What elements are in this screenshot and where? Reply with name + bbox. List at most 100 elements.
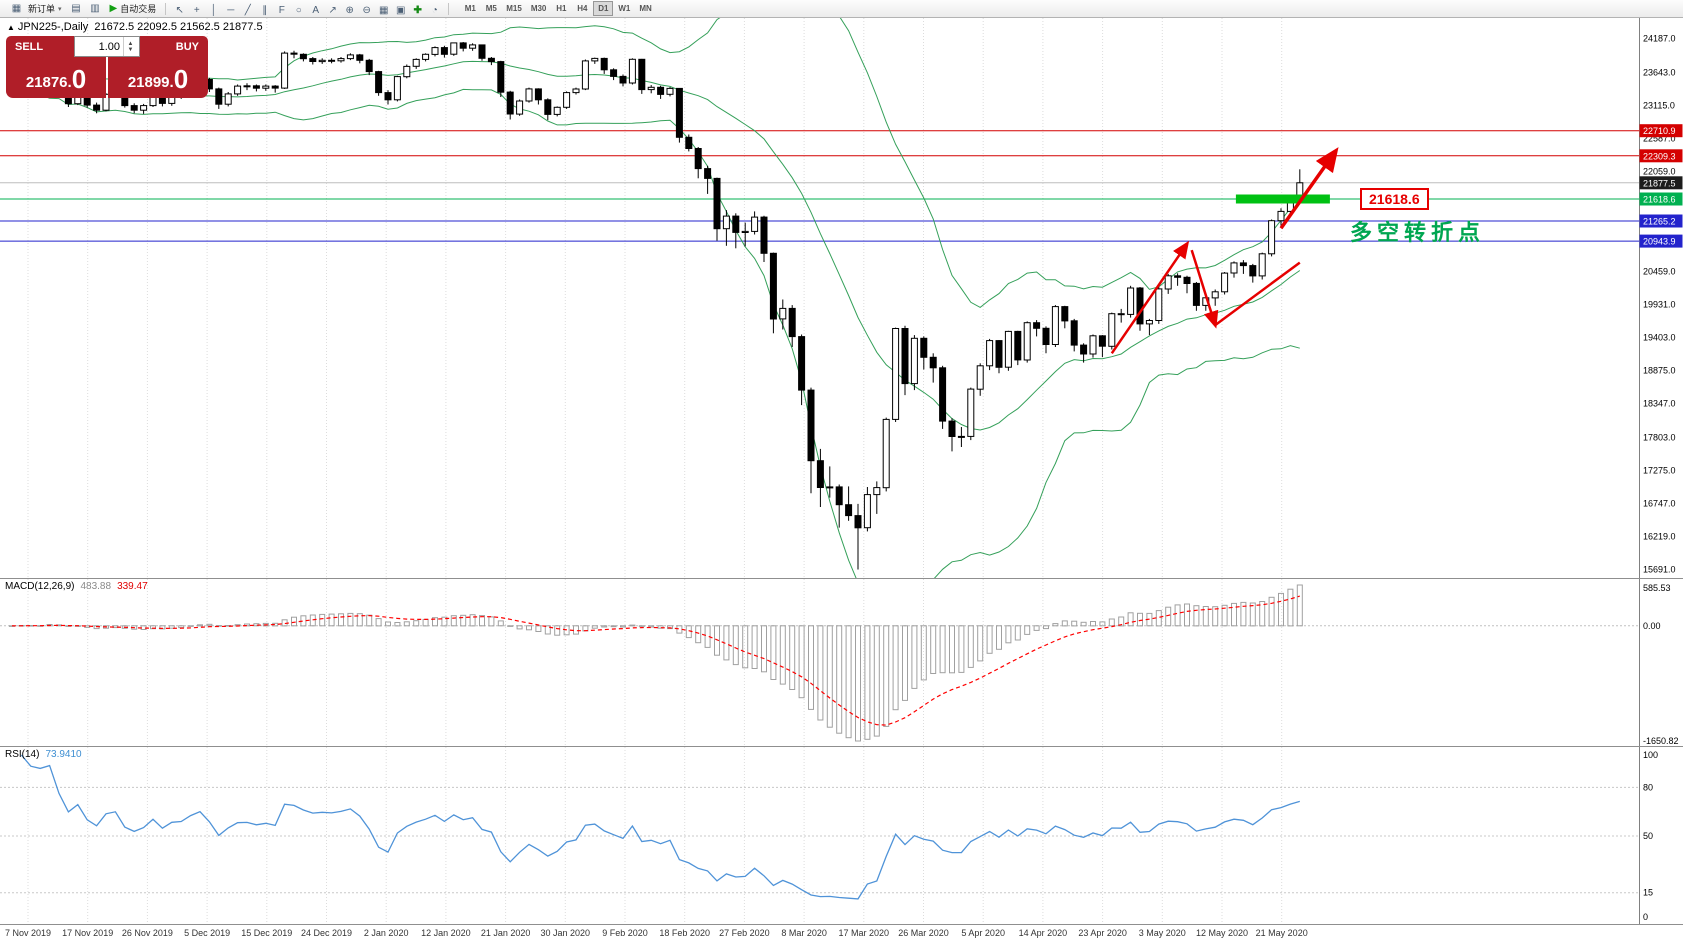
bollinger-bands [11, 18, 1301, 578]
macd-histogram [9, 584, 1303, 742]
trend-arrow[interactable] [1214, 261, 1301, 327]
lot-stepper[interactable]: ▲ ▼ [123, 37, 137, 56]
candles-layer [8, 42, 1304, 570]
svg-text:20943.9: 20943.9 [1643, 237, 1676, 247]
timeframe-h4[interactable]: H4 [577, 4, 588, 13]
svg-text:19931.0: 19931.0 [1643, 299, 1676, 309]
svg-text:19403.0: 19403.0 [1643, 332, 1676, 342]
sell-price: 21876. [25, 74, 72, 91]
svg-text:585.53: 585.53 [1643, 583, 1671, 593]
time-axis[interactable]: 7 Nov 2019 17 Nov 2019 26 Nov 2019 5 Dec 20… [0, 924, 1683, 940]
indicators-icon[interactable]: ✚ [413, 4, 422, 16]
toolbar: ▦ 新订单 ▾ ▤ ▥ ▶ 自动交易 ↖ + │ ─ ╱ ∥ F ○ A ↗ ⊕ ⊖ ▦ ▣ ✚ ◔ M1 M5… [0, 0, 1683, 18]
svg-text:80: 80 [1643, 782, 1653, 792]
price-axis[interactable]: 24187.0 23643.0 23115.0 22587.0 22059.0 20459… [1639, 18, 1683, 578]
timeframe-m15[interactable]: M15 [506, 4, 522, 13]
price-chart[interactable]: 24187.0 23643.0 23115.0 22587.0 22059.0 20459… [0, 18, 1683, 578]
svg-text:17275.0: 17275.0 [1643, 465, 1676, 475]
shapes-icon[interactable]: ○ [295, 4, 302, 16]
timeframe-mn[interactable]: MN [639, 4, 652, 13]
macd-signal-line [12, 595, 1300, 726]
text-tool-icon[interactable]: A [312, 4, 320, 16]
date-label: 26 Mar 2020 [898, 928, 949, 938]
trendline-icon[interactable]: ╱ [244, 4, 251, 16]
autotrading-button[interactable]: ▶ 自动交易 [106, 1, 161, 17]
annotation-text[interactable]: 多空转折点 [1350, 219, 1486, 245]
chevron-down-icon: ▾ [58, 5, 62, 13]
cascade-windows-icon[interactable]: ▣ [396, 4, 406, 16]
zoom-in-icon[interactable]: ⊕ [345, 4, 354, 16]
horizontal-line-icon[interactable]: ─ [227, 4, 235, 16]
svg-text:21618.6: 21618.6 [1643, 195, 1676, 205]
price-tag-label[interactable]: 21618.6 [1360, 187, 1429, 210]
timeframe-w1[interactable]: W1 [618, 4, 631, 13]
svg-text:24187.0: 24187.0 [1643, 33, 1676, 43]
timeframe-buttons: M1 M5 M15 M30 H1 H4 D1 W1 MN [460, 1, 656, 16]
date-label: 7 Nov 2019 [4, 928, 52, 938]
svg-text:21265.2: 21265.2 [1643, 217, 1676, 227]
fibonacci-icon[interactable]: F [278, 4, 285, 16]
svg-text:23115.0: 23115.0 [1643, 100, 1675, 110]
svg-text:20459.0: 20459.0 [1643, 266, 1676, 276]
expand-triangle-icon[interactable]: ▲ [7, 23, 15, 32]
buy-price-button[interactable]: 21899. 0 [108, 57, 208, 98]
trend-arrow[interactable] [1110, 240, 1190, 355]
sell-price-button[interactable]: 21876. 0 [6, 57, 106, 98]
sell-button[interactable]: SELL [6, 36, 74, 57]
buy-price-pips: 0 [173, 64, 189, 94]
svg-text:22710.9: 22710.9 [1643, 126, 1676, 136]
new-order-button[interactable]: ▦ 新订单 ▾ [4, 1, 66, 17]
vertical-line-icon[interactable]: │ [210, 4, 217, 16]
cursor-icon[interactable]: ↖ [175, 4, 184, 16]
macd-main-value: 483.88 [80, 581, 112, 592]
zoom-out-icon[interactable]: ⊖ [362, 4, 371, 16]
trend-arrow[interactable] [1190, 249, 1219, 329]
rsi-panel: 100 80 50 15 0 RSI(14) 73.9410 [0, 746, 1683, 925]
svg-text:22059.0: 22059.0 [1643, 166, 1676, 176]
timeframe-d1[interactable]: D1 [593, 1, 614, 16]
new-order-icon: ▦ [11, 3, 22, 14]
date-label: 21 May 2020 [1255, 928, 1308, 938]
rsi-name: RSI(14) [5, 749, 40, 760]
timeframe-m30[interactable]: M30 [530, 4, 547, 13]
profiles-icon[interactable]: ▥ [90, 3, 100, 14]
support-highlight-bar[interactable] [1235, 194, 1330, 204]
svg-text:15691.0: 15691.0 [1643, 564, 1676, 574]
rsi-chart[interactable]: 100 80 50 15 0 [0, 747, 1683, 925]
toolbar-separator [448, 2, 450, 15]
date-label: 3 May 2020 [1138, 928, 1186, 938]
svg-text:15: 15 [1643, 888, 1653, 898]
lot-size-input[interactable] [75, 37, 123, 56]
buy-button[interactable]: BUY [140, 36, 208, 57]
crosshair-icon[interactable]: + [193, 4, 200, 16]
trend-arrow[interactable] [1279, 147, 1339, 230]
tile-windows-icon[interactable]: ▦ [379, 4, 389, 16]
svg-text:17803.0: 17803.0 [1643, 432, 1676, 442]
macd-chart[interactable]: 585.53 0.00 -1650.82 [0, 579, 1683, 747]
level-lines-layer[interactable] [0, 130, 1640, 242]
timeframe-m5[interactable]: M5 [485, 4, 497, 13]
stepper-up-icon[interactable]: ▲ [127, 40, 134, 47]
macd-name: MACD(12,26,9) [5, 581, 75, 592]
svg-text:16219.0: 16219.0 [1643, 531, 1676, 541]
svg-text:22309.3: 22309.3 [1643, 151, 1676, 161]
svg-text:22587.0: 22587.0 [1643, 133, 1676, 143]
svg-text:100: 100 [1643, 750, 1658, 760]
channel-icon[interactable]: ∥ [262, 4, 268, 16]
date-label: 8 Mar 2020 [781, 928, 827, 938]
svg-text:0.00: 0.00 [1643, 621, 1661, 631]
rsi-line [20, 754, 1300, 900]
charts-window-icon[interactable]: ▤ [71, 3, 81, 14]
period-clock-icon[interactable]: ◔ [431, 4, 438, 16]
drawing-tools-group: ↖ + │ ─ ╱ ∥ F ○ A ↗ ⊕ ⊖ ▦ ▣ ✚ ◔ [171, 0, 443, 18]
date-label: 2 Jan 2020 [363, 928, 409, 938]
macd-grid [0, 579, 1640, 747]
stepper-down-icon[interactable]: ▼ [127, 46, 134, 53]
svg-text:-1650.82: -1650.82 [1643, 736, 1679, 746]
timeframe-m1[interactable]: M1 [464, 4, 476, 13]
timeframe-h1[interactable]: H1 [556, 4, 567, 13]
arrow-tool-icon[interactable]: ↗ [328, 4, 337, 16]
date-label: 5 Apr 2020 [961, 928, 1005, 938]
date-label: 17 Nov 2019 [62, 928, 114, 938]
